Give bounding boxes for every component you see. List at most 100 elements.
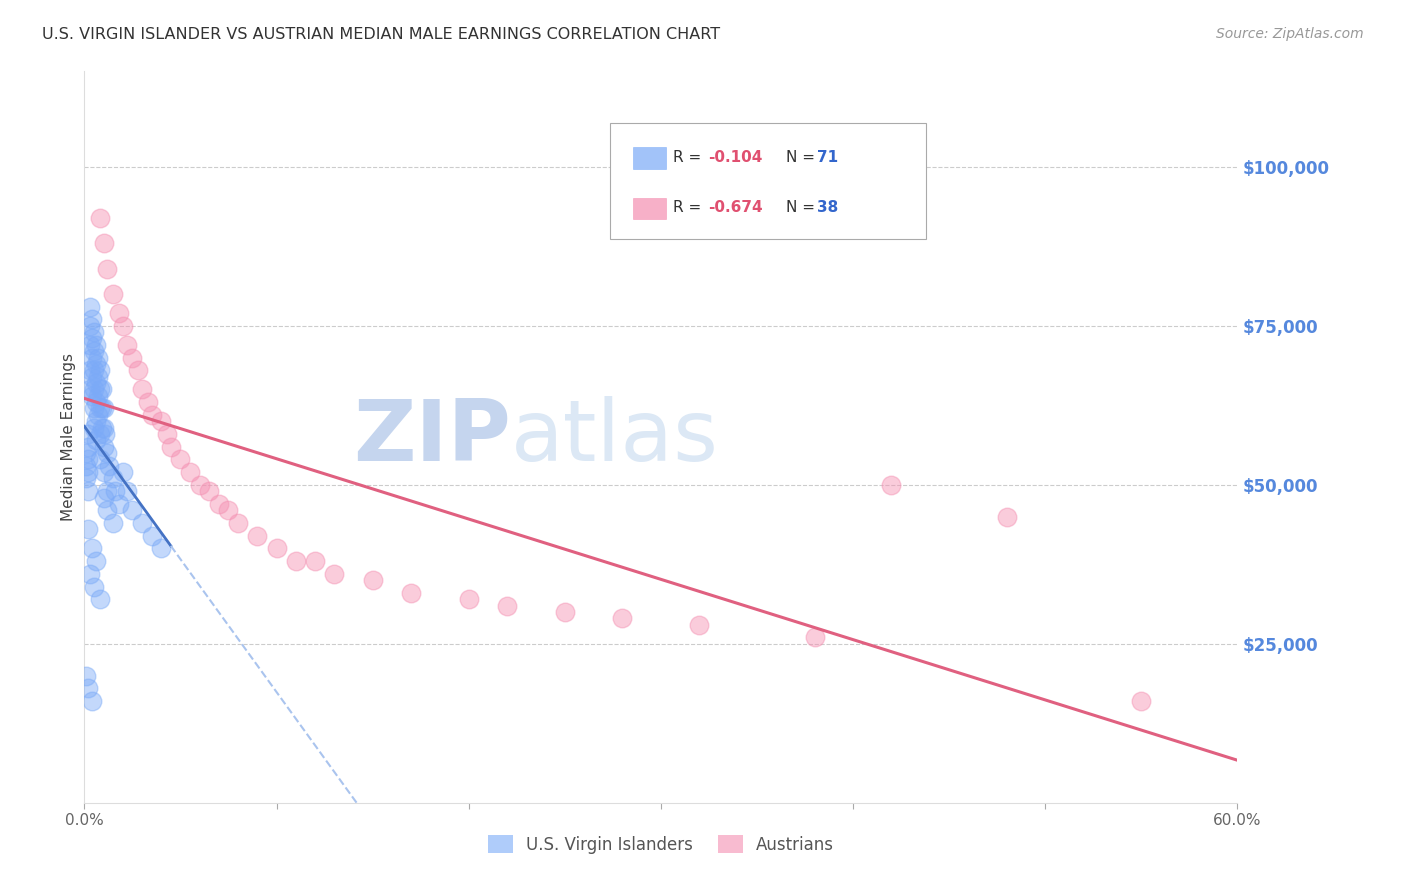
Point bbox=[83, 420, 105, 434]
Point bbox=[83, 325, 105, 339]
Point bbox=[79, 363, 101, 377]
Point bbox=[84, 414, 107, 428]
Point bbox=[284, 554, 307, 568]
Text: 71: 71 bbox=[817, 150, 838, 164]
Point bbox=[141, 529, 163, 543]
Point bbox=[79, 300, 101, 314]
Point bbox=[80, 389, 103, 403]
Point bbox=[96, 484, 118, 499]
Point bbox=[218, 503, 240, 517]
Text: ZIP: ZIP bbox=[353, 395, 510, 479]
Point bbox=[246, 529, 269, 543]
Point bbox=[188, 477, 211, 491]
Point bbox=[89, 383, 111, 397]
Point bbox=[995, 509, 1018, 524]
Point bbox=[84, 338, 107, 352]
Text: atlas: atlas bbox=[510, 395, 718, 479]
Point bbox=[83, 580, 105, 594]
Point bbox=[108, 497, 131, 511]
Point bbox=[84, 357, 107, 371]
Point bbox=[93, 420, 115, 434]
Point bbox=[79, 318, 101, 333]
Point bbox=[131, 383, 153, 397]
Point bbox=[79, 338, 101, 352]
Y-axis label: Median Male Earnings: Median Male Earnings bbox=[60, 353, 76, 521]
Text: -0.104: -0.104 bbox=[709, 150, 763, 164]
Point bbox=[75, 446, 97, 460]
Point bbox=[688, 617, 710, 632]
Text: N =: N = bbox=[786, 200, 820, 215]
Point bbox=[83, 383, 105, 397]
Text: R =: R = bbox=[673, 200, 706, 215]
Point bbox=[89, 363, 111, 377]
Point bbox=[79, 383, 101, 397]
Point bbox=[150, 414, 173, 428]
Point bbox=[323, 566, 346, 581]
Point bbox=[121, 351, 143, 365]
Point bbox=[103, 516, 124, 530]
Point bbox=[80, 369, 103, 384]
Point bbox=[77, 465, 100, 479]
Point bbox=[84, 554, 107, 568]
Point bbox=[89, 401, 111, 416]
Point bbox=[141, 408, 163, 422]
Point bbox=[98, 458, 121, 473]
Point bbox=[266, 541, 288, 556]
Point bbox=[87, 351, 110, 365]
Point bbox=[84, 395, 107, 409]
Point bbox=[179, 465, 201, 479]
Point bbox=[80, 541, 103, 556]
Point bbox=[77, 440, 100, 454]
Point bbox=[84, 376, 107, 390]
Point bbox=[104, 484, 127, 499]
Point bbox=[803, 631, 825, 645]
Point bbox=[169, 452, 191, 467]
Point bbox=[127, 363, 149, 377]
Point bbox=[84, 434, 107, 448]
Point bbox=[156, 426, 179, 441]
Point bbox=[77, 681, 100, 696]
Point bbox=[160, 440, 183, 454]
Point bbox=[83, 344, 105, 359]
Point bbox=[131, 516, 153, 530]
Legend: U.S. Virgin Islanders, Austrians: U.S. Virgin Islanders, Austrians bbox=[481, 829, 841, 860]
Point bbox=[77, 484, 100, 499]
Point bbox=[554, 605, 576, 619]
Point bbox=[87, 369, 110, 384]
Point bbox=[89, 452, 111, 467]
Point bbox=[150, 541, 173, 556]
Point bbox=[80, 312, 103, 326]
Point bbox=[111, 465, 134, 479]
Point bbox=[226, 516, 249, 530]
Point bbox=[103, 287, 124, 301]
Point bbox=[90, 401, 112, 416]
Point bbox=[89, 211, 111, 225]
Point bbox=[87, 389, 110, 403]
Point bbox=[121, 503, 143, 517]
Point bbox=[198, 484, 221, 499]
Point bbox=[80, 694, 103, 708]
Point bbox=[94, 426, 117, 441]
Point bbox=[115, 338, 138, 352]
Text: R =: R = bbox=[673, 150, 706, 164]
Point bbox=[93, 236, 115, 251]
Point bbox=[496, 599, 519, 613]
Text: 38: 38 bbox=[817, 200, 838, 215]
Point bbox=[103, 471, 124, 485]
Point bbox=[1130, 694, 1153, 708]
Point bbox=[93, 401, 115, 416]
Point bbox=[136, 395, 159, 409]
Point bbox=[304, 554, 326, 568]
Point bbox=[93, 491, 115, 505]
Point bbox=[93, 440, 115, 454]
Point bbox=[80, 351, 103, 365]
Text: -0.674: -0.674 bbox=[709, 200, 763, 215]
Point bbox=[87, 408, 110, 422]
Point bbox=[83, 363, 105, 377]
Point bbox=[80, 331, 103, 345]
Point bbox=[75, 668, 97, 682]
Point bbox=[880, 477, 903, 491]
Point bbox=[612, 611, 634, 625]
Point bbox=[90, 420, 112, 434]
Text: U.S. VIRGIN ISLANDER VS AUSTRIAN MEDIAN MALE EARNINGS CORRELATION CHART: U.S. VIRGIN ISLANDER VS AUSTRIAN MEDIAN … bbox=[42, 27, 720, 42]
